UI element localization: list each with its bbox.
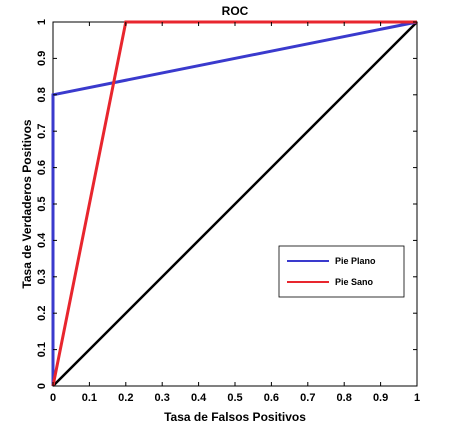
legend-box [278,245,405,298]
x-tick-label: 1 [414,392,420,404]
chart-title: ROC [222,4,249,18]
x-tick-label: 0.2 [118,392,133,404]
x-tick-label: 0 [50,392,56,404]
x-tick-label: 0.4 [191,392,207,404]
y-tick-label: 0.6 [36,160,48,175]
legend-label-pie-sano: Pie Sano [335,277,374,287]
y-axis-title: Tasa de Verdaderos Positivos [20,119,34,289]
y-tick-label: 0.2 [36,306,48,321]
y-tick-label: 0.7 [36,124,48,139]
y-tick-label: 1 [36,19,48,25]
y-tick-label: 0.3 [36,269,48,284]
y-tick-label: 0 [36,383,48,389]
y-tick-label: 0.9 [36,51,48,66]
tick-group: 0 0.1 0.2 0.3 0.4 0.5 0.6 0.7 0.8 0.9 1 0 0.1 0.2 0.3 0… [36,19,420,404]
y-tick-label: 0.8 [36,87,48,102]
x-tick-label: 0.9 [373,392,388,404]
x-tick-label: 0.3 [155,392,170,404]
y-tick-label: 0.5 [36,196,48,211]
x-tick-label: 0.6 [264,392,279,404]
reference-diagonal-line [52,21,418,387]
legend-label-pie-plano: Pie Plano [335,256,376,266]
x-axis-title: Tasa de Falsos Positivos [164,410,306,424]
x-tick-label: 0.1 [82,392,97,404]
y-tick-label: 0.4 [36,232,48,248]
x-tick-label: 0.7 [300,392,315,404]
y-tick-label: 0.1 [36,342,48,357]
legend: Pie Plano Pie Sano [278,245,405,298]
x-tick-label: 0.5 [227,392,242,404]
series-group [51,20,418,387]
x-tick-label: 0.8 [337,392,352,404]
